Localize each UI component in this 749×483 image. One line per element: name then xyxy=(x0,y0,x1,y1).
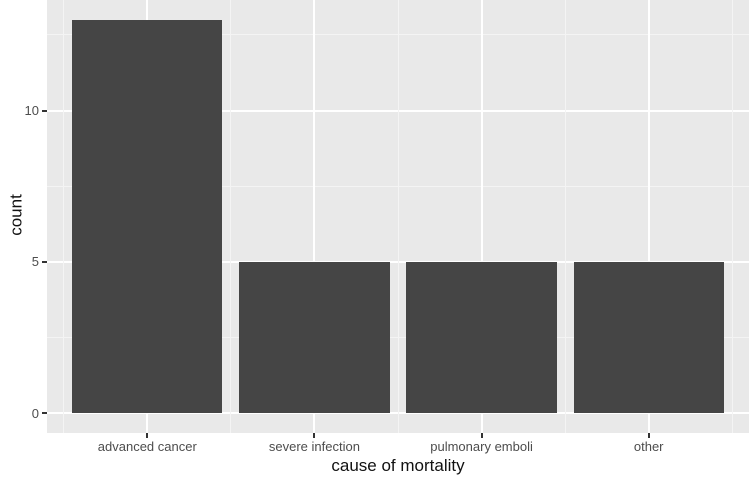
x-tick-mark xyxy=(313,433,316,438)
y-tick-mark xyxy=(42,109,47,112)
y-tick-label: 0 xyxy=(31,405,39,421)
y-tick-mark xyxy=(42,260,47,263)
y-tick-label: 5 xyxy=(31,254,39,270)
y-tick-label: 10 xyxy=(24,103,39,119)
x-tick-mark xyxy=(480,433,483,438)
x-minor-gridline xyxy=(230,0,232,433)
x-tick-mark xyxy=(647,433,650,438)
y-tick-mark xyxy=(42,412,47,415)
x-major-gridline xyxy=(647,0,650,433)
x-minor-gridline xyxy=(397,0,399,433)
x-tick-label: other xyxy=(633,439,664,454)
x-minor-gridline xyxy=(731,0,733,433)
x-major-gridline xyxy=(313,0,316,433)
x-tick-label: severe infection xyxy=(268,439,360,454)
plot-panel xyxy=(47,0,749,433)
x-tick-label: advanced cancer xyxy=(97,439,197,454)
x-tick-mark xyxy=(146,433,149,438)
x-axis-title: cause of mortality xyxy=(331,456,465,475)
bar-advanced-cancer xyxy=(72,19,223,414)
x-tick-label: pulmonary emboli xyxy=(430,439,533,454)
x-minor-gridline xyxy=(564,0,566,433)
x-major-gridline xyxy=(480,0,483,433)
x-minor-gridline xyxy=(63,0,65,433)
bar-pulmonary-emboli xyxy=(406,261,557,414)
bar-severe-infection xyxy=(239,261,390,414)
bar-other xyxy=(573,261,724,414)
y-axis-title: count xyxy=(6,194,26,236)
